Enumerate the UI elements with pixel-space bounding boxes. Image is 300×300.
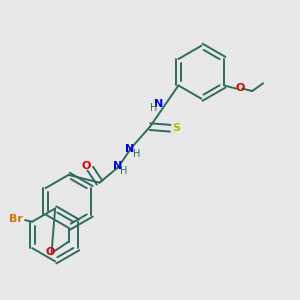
Text: N: N (125, 144, 134, 154)
Text: O: O (82, 160, 91, 171)
Text: H: H (150, 103, 157, 113)
Text: S: S (172, 123, 180, 133)
Text: O: O (46, 247, 55, 257)
Text: O: O (236, 83, 245, 93)
Text: Br: Br (9, 214, 23, 224)
Text: H: H (120, 166, 128, 176)
Text: N: N (113, 161, 122, 171)
Text: N: N (154, 99, 164, 110)
Text: H: H (133, 149, 141, 159)
